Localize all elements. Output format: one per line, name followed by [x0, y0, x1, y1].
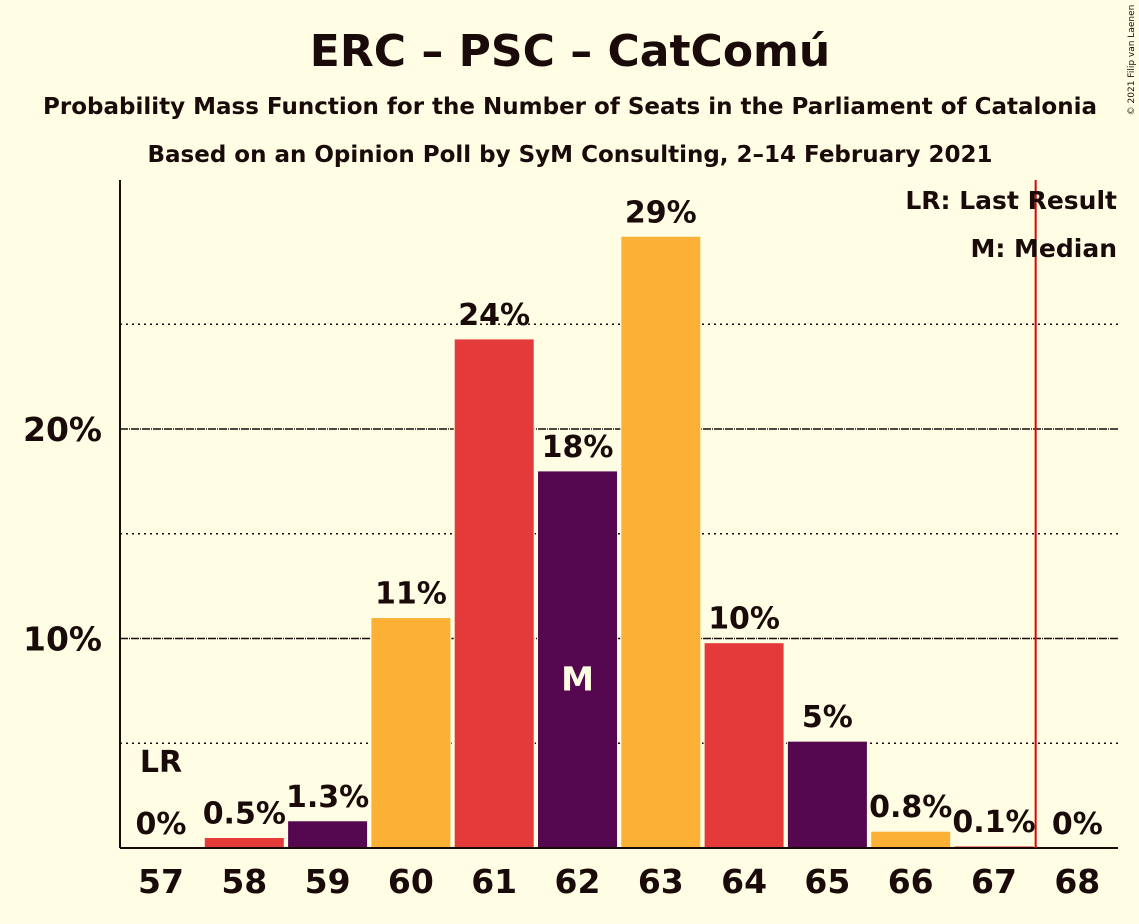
x-tick-label: 58: [221, 862, 267, 901]
bar-value-label: 24%: [458, 298, 530, 333]
bar-value-label: 0%: [136, 807, 187, 842]
bar-seat-63: [620, 235, 702, 849]
x-tick-label: 68: [1054, 862, 1100, 901]
axes: 10% 20% 57 58 59 60 61 62 63 64 65 66 67 68: [23, 180, 1118, 901]
x-tick-label: 62: [555, 862, 601, 901]
y-tick-label: 20%: [23, 410, 102, 449]
bar-seat-61: [453, 338, 535, 849]
copyright-note: © 2021 Filip van Laenen: [1127, 5, 1137, 116]
bar-value-label: 11%: [375, 577, 447, 612]
x-tick-label: 66: [888, 862, 934, 901]
bar-seat-65: [786, 740, 868, 849]
legend-last-result: LR: Last Result: [905, 186, 1117, 215]
y-tick-label: 10%: [23, 620, 102, 659]
bar-value-label: 18%: [542, 430, 614, 465]
x-tick-label: 67: [971, 862, 1017, 901]
x-tick-label: 65: [804, 862, 850, 901]
chart-subtitle: Probability Mass Function for the Number…: [43, 94, 1097, 120]
bar-seat-60: [370, 617, 452, 849]
bar-seat-58: [203, 837, 285, 849]
x-tick-label: 59: [305, 862, 351, 901]
bar-seat-62: [537, 470, 618, 849]
bar-value-label: 0.5%: [203, 797, 286, 832]
chart-title: ERC – PSC – CatComú: [310, 26, 830, 77]
gridlines: [120, 323, 1118, 744]
chart-subtitle-source: Based on an Opinion Poll by SyM Consulti…: [147, 142, 992, 168]
x-tick-label: 64: [721, 862, 767, 901]
bar-value-label: 5%: [802, 700, 853, 735]
bar-seat-66: [870, 830, 952, 849]
bar-seat-59: [287, 820, 369, 849]
bar-value-label: 0.8%: [869, 790, 952, 825]
last-result-marker: LR: [140, 745, 182, 780]
median-marker: M: [561, 659, 594, 698]
bar-value-label: 29%: [625, 195, 697, 230]
legend-median: M: Median: [970, 234, 1117, 263]
bars: 0% LR 0.5% 1.3% 11% 24% 18% M 29% 10% 5% 0.8% 0.1% 0%: [136, 195, 1103, 849]
bar-value-label: 10%: [708, 602, 780, 637]
bar-seat-64: [703, 642, 785, 849]
x-tick-label: 63: [638, 862, 684, 901]
bar-value-label: 1.3%: [286, 780, 369, 815]
bar-value-label: 0%: [1052, 807, 1103, 842]
bar-value-label: 0.1%: [952, 805, 1035, 840]
x-tick-label: 61: [471, 862, 517, 901]
x-tick-label: 60: [388, 862, 434, 901]
x-tick-label: 57: [138, 862, 184, 901]
